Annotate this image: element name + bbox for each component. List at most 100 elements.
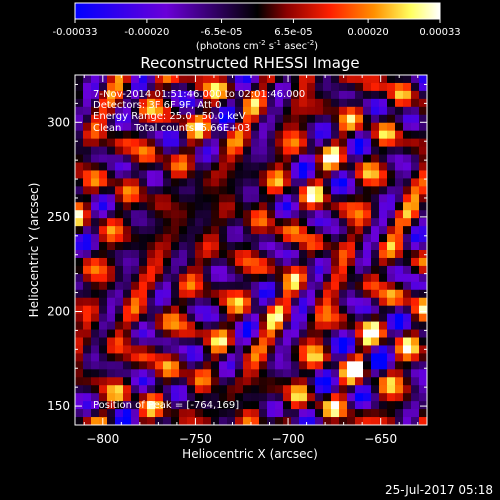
heatmap-pixel [155,234,164,243]
heatmap-pixel [107,313,116,322]
heatmap-pixel [243,417,252,425]
heatmap-pixel [155,329,164,338]
heatmap-pixel [203,186,212,195]
heatmap-pixel [419,154,427,163]
heatmap-pixel [171,393,180,402]
heatmap-pixel [411,186,420,195]
heatmap-pixel [275,265,284,275]
y-tick-label: 200 [47,304,70,318]
heatmap-pixel [259,401,268,410]
heatmap-pixel [315,401,324,410]
heatmap-pixel [163,377,172,386]
heatmap-pixel [387,385,396,394]
heatmap-pixel [379,313,388,322]
heatmap-pixel [339,226,348,235]
heatmap-pixel [299,130,308,140]
heatmap-pixel [347,122,356,132]
heatmap-pixel [387,353,396,362]
heatmap-pixel [75,385,84,394]
heatmap-pixel [347,138,356,147]
heatmap-pixel [403,170,412,179]
heatmap-pixel [195,75,204,84]
heatmap-pixel [267,305,276,315]
heatmap-pixel [307,281,316,291]
heatmap-pixel [363,377,372,386]
heatmap-pixel [363,98,372,108]
annotation-block: 7-Nov-2014 01:51:46.000 to 02:01:46.000 … [93,89,305,134]
heatmap-pixel [419,82,427,92]
heatmap-pixel [267,162,276,171]
heatmap-pixel [395,289,404,299]
heatmap-pixel [227,353,236,362]
heatmap-pixel [323,186,332,195]
heatmap-pixel [203,90,212,100]
heatmap-pixel [275,281,284,291]
heatmap-pixel [227,273,236,283]
heatmap-pixel [203,385,212,394]
heatmap-pixel [147,281,156,291]
heatmap-pixel [179,257,188,267]
heatmap-pixel [243,75,252,84]
heatmap-pixel [371,409,380,418]
heatmap-pixel [259,273,268,283]
heatmap-pixel [163,417,172,425]
heatmap-pixel [291,385,300,394]
heatmap-pixel [251,393,260,402]
heatmap-pixel [275,337,284,346]
heatmap-pixel [411,250,420,259]
heatmap-pixel [283,130,292,140]
heatmap-pixel [339,194,348,203]
heatmap-pixel [395,106,404,116]
heatmap-pixel [139,273,148,283]
heatmap-pixel [283,273,292,283]
heatmap-pixel [331,186,340,195]
heatmap-pixel [115,305,124,315]
heatmap-pixel [291,146,300,155]
heatmap-pixel [235,385,244,394]
heatmap-pixel [291,178,300,187]
heatmap-pixel [275,138,284,147]
heatmap-pixel [355,369,364,378]
heatmap-pixel [195,90,204,100]
heatmap-pixel [243,106,252,116]
heatmap-pixel [323,242,332,251]
heatmap-pixel [163,90,172,100]
heatmap-pixel [131,146,140,155]
heatmap-pixel [243,361,252,370]
heatmap-pixel [211,234,220,243]
heatmap-pixel [267,210,276,219]
heatmap-pixel [139,289,148,299]
heatmap-pixel [371,82,380,92]
heatmap-pixel [211,130,220,140]
heatmap-pixel [291,321,300,330]
heatmap-pixel [139,401,148,410]
heatmap-pixel [291,273,300,283]
heatmap-pixel [187,401,196,410]
heatmap-pixel [115,202,124,211]
heatmap-pixel [387,234,396,243]
heatmap-pixel [395,75,404,84]
heatmap-pixel [267,194,276,203]
heatmap-pixel [131,75,140,84]
heatmap-pixel [99,409,108,418]
heatmap-pixel [147,377,156,386]
heatmap-pixel [211,385,220,394]
heatmap-pixel [139,242,148,251]
heatmap-pixel [419,202,427,211]
heatmap-pixel [379,265,388,275]
heatmap-pixel [139,218,148,227]
heatmap-pixel [99,130,108,140]
heatmap-pixel [75,90,84,100]
heatmap-pixel [147,345,156,354]
heatmap-pixel [203,75,212,84]
heatmap-pixel [187,130,196,140]
heatmap-pixel [123,393,132,402]
heatmap-pixel [91,234,100,243]
heatmap-image [75,75,427,425]
heatmap-pixel [419,305,427,315]
heatmap-pixel [147,305,156,315]
heatmap-pixel [107,226,116,235]
heatmap-pixel [235,289,244,299]
heatmap-pixel [131,162,140,171]
heatmap-pixel [131,138,140,147]
